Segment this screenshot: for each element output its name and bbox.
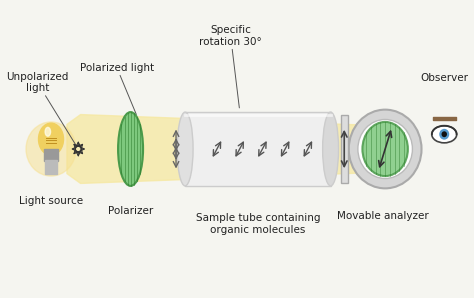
- Bar: [45, 160, 57, 174]
- Ellipse shape: [323, 112, 338, 186]
- Text: Observer: Observer: [420, 73, 468, 83]
- Text: Light source: Light source: [19, 196, 83, 206]
- FancyBboxPatch shape: [341, 114, 348, 184]
- Text: Polarizer: Polarizer: [108, 206, 153, 215]
- Bar: [185, 112, 330, 186]
- Text: Unpolarized
light: Unpolarized light: [6, 72, 77, 147]
- Circle shape: [26, 122, 76, 176]
- Ellipse shape: [45, 127, 51, 136]
- Text: Sample tube containing
organic molecules: Sample tube containing organic molecules: [196, 213, 320, 235]
- Circle shape: [358, 119, 412, 179]
- Circle shape: [439, 129, 449, 140]
- Ellipse shape: [38, 123, 64, 155]
- Polygon shape: [67, 114, 412, 184]
- Circle shape: [441, 131, 447, 137]
- Ellipse shape: [118, 112, 143, 186]
- Bar: [44, 149, 58, 161]
- Text: Polarized light: Polarized light: [80, 63, 154, 114]
- Ellipse shape: [177, 112, 193, 186]
- Circle shape: [349, 110, 421, 188]
- Text: Specific
rotation 30°: Specific rotation 30°: [199, 25, 262, 108]
- Ellipse shape: [363, 122, 408, 176]
- Text: Movable analyzer: Movable analyzer: [337, 210, 429, 221]
- Ellipse shape: [432, 126, 457, 143]
